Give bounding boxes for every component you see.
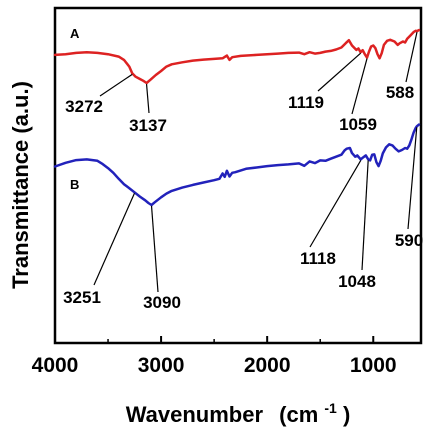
annotation-label: 590	[395, 231, 423, 250]
x-axis-unit-close: )	[343, 402, 350, 427]
annotation-leader	[361, 160, 369, 271]
axes	[53, 6, 423, 345]
annotation-leader	[93, 193, 136, 286]
x-tick-label: 3000	[138, 354, 185, 377]
series-line-a	[53, 28, 421, 85]
annotation-leader	[407, 127, 418, 230]
annotation-label: 1059	[339, 115, 377, 134]
x-axis-unit-base: (cm	[279, 402, 318, 427]
annotation-leader	[351, 58, 368, 115]
annotation-label: 3251	[63, 288, 101, 307]
x-tick-label: 2000	[244, 354, 291, 377]
x-axis-title-text: Wavenumber	[126, 402, 264, 427]
annotation-label: 1118	[300, 249, 336, 268]
annotation-label: 588	[386, 83, 414, 102]
annotation-label: 3272	[65, 97, 103, 116]
annotation-label: 3090	[143, 293, 181, 312]
annotation-leader	[99, 73, 133, 97]
annotation-leader	[150, 205, 159, 293]
x-axis-unit-exponent: -1	[324, 400, 337, 416]
series-layer	[53, 28, 421, 207]
annotation-leader	[309, 160, 362, 248]
x-tick-label: 4000	[32, 354, 79, 377]
annotation-leader	[145, 83, 150, 114]
annotation-label: 3137	[129, 116, 167, 135]
series-label-b: B	[70, 177, 79, 192]
x-tick-label: 1000	[350, 354, 397, 377]
annotation-label: 1119	[288, 93, 324, 112]
plot-frame	[53, 6, 423, 345]
y-axis-title: Transmittance (a.u.)	[8, 81, 33, 289]
annotation-leader	[405, 31, 418, 83]
annotation-leader	[317, 52, 362, 92]
annotation-label: 1048	[338, 272, 376, 291]
x-axis-title: Wavenumber (cm -1 )	[126, 393, 351, 427]
series-line-b	[53, 123, 421, 207]
series-label-a: A	[70, 26, 80, 41]
tick-layer: 4000 3000 2000 1000	[32, 336, 397, 377]
